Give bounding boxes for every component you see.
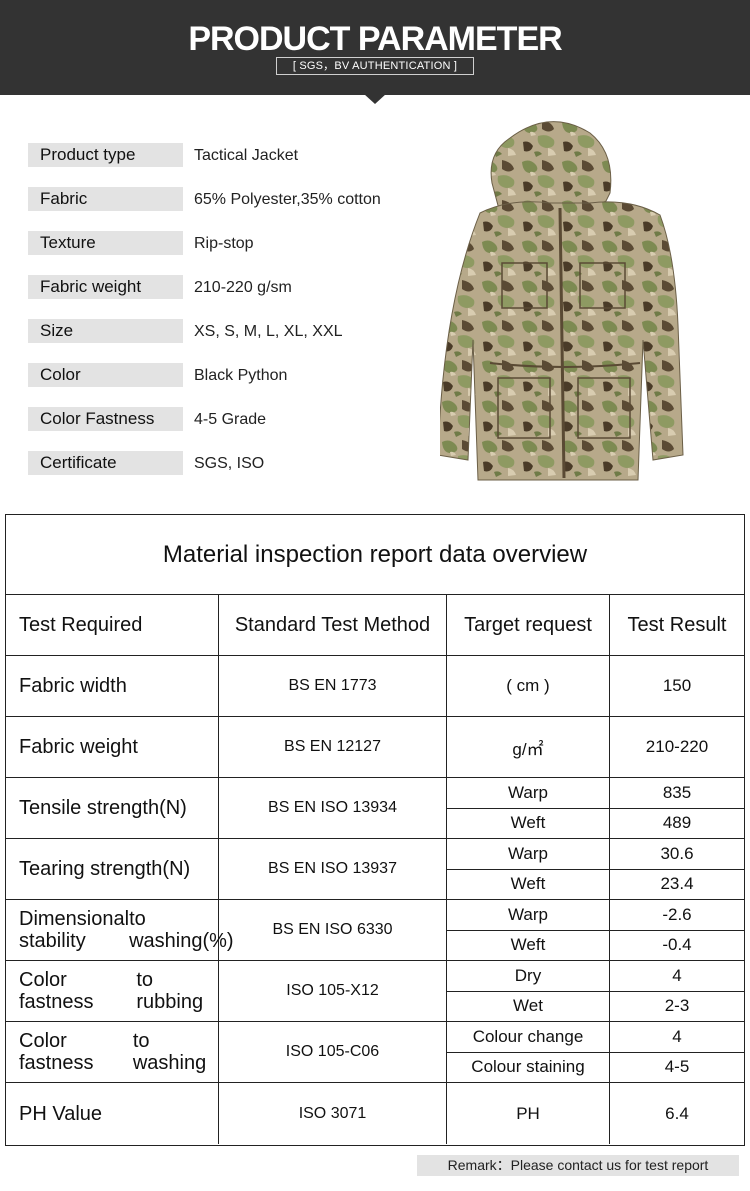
target-request-cell: Weft [447, 808, 610, 839]
param-label: Fabric weight [28, 275, 183, 299]
test-method-cell: BS EN 1773 [219, 656, 447, 717]
param-row: Color Black Python [28, 363, 438, 387]
test-result-cell: 835 [610, 778, 744, 809]
test-result-cell: 2-3 [610, 992, 744, 1022]
param-value: 210-220 g/sm [194, 279, 292, 296]
param-row: Texture Rip-stop [28, 231, 438, 255]
param-label: Certificate [28, 451, 183, 475]
test-name-cell: Tensile strength(N) [6, 778, 219, 839]
test-name-cell: PH Value [6, 1083, 219, 1144]
target-request-cell: Warp [447, 900, 610, 931]
test-result-cell: 4-5 [610, 1053, 744, 1083]
test-name-cell: Color fastness to rubbing [6, 961, 219, 1022]
target-request-cell: Warp [447, 839, 610, 870]
test-result-cell: 4 [610, 1022, 744, 1053]
test-name: to washing(%) [129, 908, 234, 952]
target-request-cell: ( cm ) [447, 656, 610, 717]
param-row: Product type Tactical Jacket [28, 143, 438, 167]
param-value: Tactical Jacket [194, 147, 299, 164]
test-method-cell: ISO 3071 [219, 1083, 447, 1144]
param-label: Color Fastness [28, 407, 183, 431]
test-name: to washing [132, 1030, 207, 1074]
test-name-cell: Fabric width [6, 656, 219, 717]
test-name: Color fastness [19, 969, 94, 1013]
test-name-cell: Color fastness to washing [6, 1022, 219, 1083]
test-name-cell: Dimensional stability to washing(%) [6, 900, 234, 961]
test-result-cell: 23.4 [610, 870, 744, 900]
authentication-badge: [ SGS，BV AUTHENTICATION ] [276, 57, 474, 75]
test-method-cell: BS EN 12127 [219, 717, 447, 778]
test-name: PH Value [19, 1102, 103, 1125]
test-name: Dimensional stability [19, 908, 130, 952]
param-value: 65% Polyester,35% cotton [194, 191, 381, 208]
param-row: Fabric weight 210-220 g/sm [28, 275, 438, 299]
test-result-cell: 150 [610, 656, 744, 717]
test-method-cell: ISO 105-X12 [219, 961, 447, 1022]
target-request-cell: PH [447, 1083, 610, 1144]
table-header: Test Result [610, 595, 744, 656]
target-request-cell: Wet [447, 991, 610, 1022]
test-result-cell: 489 [610, 809, 744, 839]
param-value: XS, S, M, L, XL, XXL [194, 323, 343, 340]
remark-note: Remark：Please contact us for test report [417, 1155, 739, 1176]
param-label: Size [28, 319, 183, 343]
inspection-report-table: Material inspection report data overview… [5, 514, 745, 1146]
param-value: 4-5 Grade [194, 411, 267, 428]
target-request-cell: Colour change [447, 1022, 610, 1053]
target-request-cell: g/㎡ [447, 717, 610, 778]
param-value: Rip-stop [194, 235, 254, 252]
target-request-cell: Colour staining [447, 1052, 610, 1083]
test-method-cell: BS EN ISO 6330 [219, 900, 447, 961]
test-name: to rubbing [136, 969, 204, 1013]
param-value: Black Python [194, 367, 288, 384]
header-banner: PRODUCT PARAMETER [ SGS，BV AUTHENTICATIO… [0, 0, 750, 95]
test-method-cell: ISO 105-C06 [219, 1022, 447, 1083]
jacket-image [440, 121, 684, 481]
param-row: Fabric 65% Polyester,35% cotton [28, 187, 438, 211]
page-title: PRODUCT PARAMETER [188, 20, 562, 58]
param-label: Fabric [28, 187, 183, 211]
param-label: Product type [28, 143, 183, 167]
test-result-cell: -2.6 [610, 900, 744, 931]
target-request-cell: Warp [447, 778, 610, 809]
param-label: Color [28, 363, 183, 387]
test-name: Color fastness [19, 1030, 94, 1074]
target-request-cell: Dry [447, 961, 610, 992]
test-method-cell: BS EN ISO 13934 [219, 778, 447, 839]
table-header: Test Required [6, 595, 219, 656]
banner-pointer [364, 94, 386, 104]
param-row: Size XS, S, M, L, XL, XXL [28, 319, 438, 343]
table-header: Target request [447, 595, 610, 656]
test-name-cell: Tearing strength(N) [6, 839, 219, 900]
param-value: SGS, ISO [194, 455, 265, 472]
test-name: Fabric weight [19, 736, 138, 758]
test-name: Tearing strength(N) [19, 858, 191, 880]
test-result-cell: 210-220 [610, 717, 744, 778]
param-label: Texture [28, 231, 183, 255]
target-request-cell: Weft [447, 930, 610, 961]
param-row: Color Fastness 4-5 Grade [28, 407, 438, 431]
test-name-cell: Fabric weight [6, 717, 219, 778]
test-result-cell: 30.6 [610, 839, 744, 870]
param-row: Certificate SGS, ISO [28, 451, 438, 475]
target-request-cell: Weft [447, 869, 610, 900]
report-title: Material inspection report data overview [6, 515, 744, 595]
table-header: Standard Test Method [219, 595, 447, 656]
test-name: Tensile strength(N) [19, 797, 187, 819]
test-result-cell: 6.4 [665, 1103, 689, 1123]
test-result-cell: 4 [610, 961, 744, 992]
test-result-cell: -0.4 [610, 931, 744, 961]
test-name: Fabric width [19, 675, 127, 697]
test-method-cell: BS EN ISO 13937 [219, 839, 447, 900]
